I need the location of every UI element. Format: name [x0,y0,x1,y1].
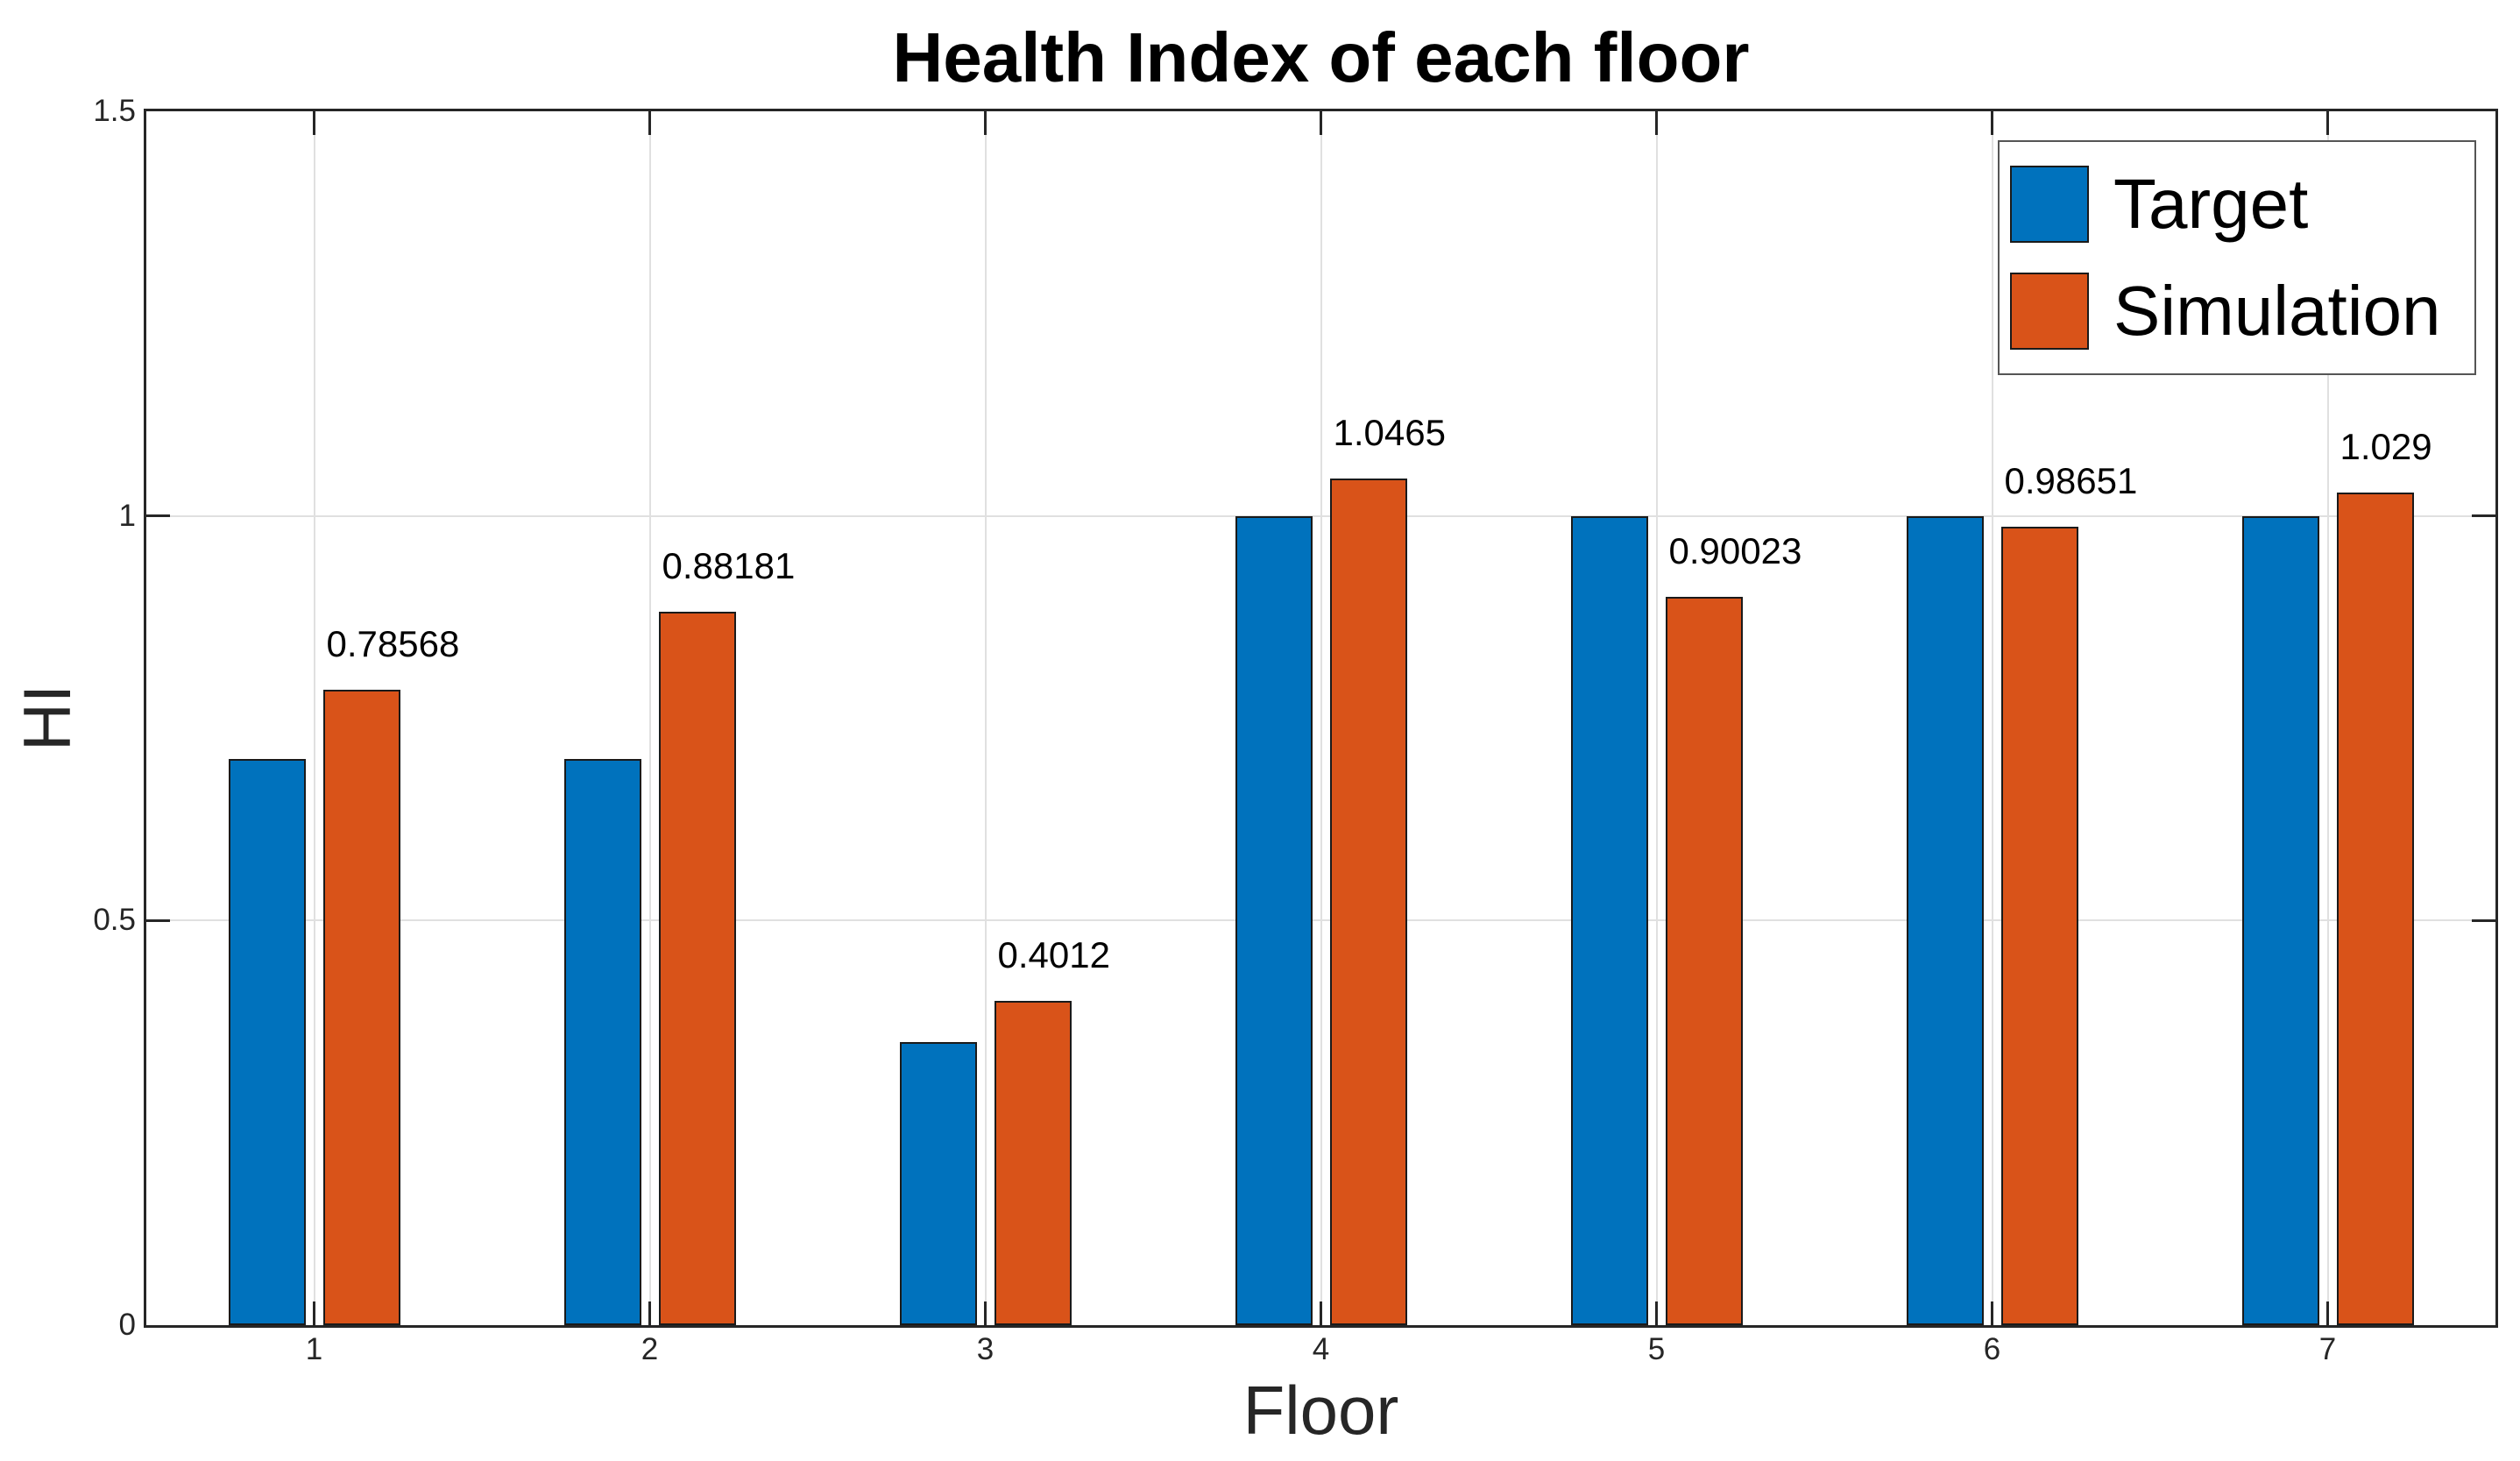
value-label-floor-5: 0.90023 [1668,529,1802,571]
x-tick-1 [313,1301,315,1325]
value-label-floor-2: 0.88181 [662,544,796,586]
y-tick-label-0.5: 0.5 [93,903,136,938]
bar-target-floor-6 [1906,515,1984,1325]
x-tick-top-3 [984,111,987,135]
x-tick-6 [1991,1301,1993,1325]
x-tick-top-4 [1320,111,1322,135]
legend-label-target: Target [2113,165,2309,243]
y-tick-1 [146,514,170,518]
x-axis-label: Floor [1242,1372,1399,1449]
gridline-x-1 [313,111,315,1325]
bar-simulation-floor-1 [322,689,400,1325]
bar-simulation-floor-4 [1329,478,1407,1325]
x-tick-label-3: 3 [976,1332,995,1366]
x-tick-top-7 [2326,111,2329,135]
legend: Target Simulation [1998,140,2476,375]
x-tick-5 [1655,1301,1658,1325]
x-tick-3 [984,1301,987,1325]
legend-swatch-simulation [2010,273,2089,350]
bar-target-floor-4 [1235,515,1313,1325]
x-tick-label-7: 7 [2318,1332,2337,1366]
x-tick-label-5: 5 [1647,1332,1666,1366]
x-tick-label-4: 4 [1312,1332,1330,1366]
legend-entry-target: Target [2010,164,2464,245]
value-label-floor-1: 0.78568 [326,622,460,664]
bar-simulation-floor-7 [2336,492,2414,1325]
gridline-x-4 [1320,111,1322,1325]
bar-simulation-floor-5 [1665,596,1743,1325]
y-tick-right-0.5 [2472,918,2495,922]
bar-target-floor-5 [1570,515,1648,1325]
chart-title: Health Index of each floor [892,18,1750,96]
bar-simulation-floor-2 [658,611,736,1325]
x-tick-7 [2326,1301,2329,1325]
x-tick-4 [1320,1301,1322,1325]
bar-simulation-floor-3 [994,1000,1072,1325]
value-label-floor-7: 1.029 [2339,425,2432,467]
x-tick-2 [648,1301,651,1325]
y-tick-0.5 [146,918,170,922]
gridline-x-5 [1655,111,1658,1325]
bar-target-floor-2 [563,758,641,1325]
gridline-x-2 [648,111,651,1325]
x-tick-top-6 [1991,111,1993,135]
gridline-x-6 [1991,111,1993,1325]
x-tick-top-5 [1655,111,1658,135]
bar-target-floor-3 [899,1041,977,1325]
y-tick-right-1 [2472,514,2495,518]
legend-label-simulation: Simulation [2113,272,2441,350]
x-tick-top-1 [313,111,315,135]
x-tick-label-1: 1 [305,1332,323,1366]
legend-swatch-target [2010,166,2089,243]
y-tick-label-1: 1 [118,498,136,533]
bar-simulation-floor-6 [2000,527,2078,1325]
gridline-x-7 [2326,111,2329,1325]
x-tick-top-2 [648,111,651,135]
bar-target-floor-1 [228,758,306,1325]
y-axis-label: HI [11,684,85,751]
value-label-floor-6: 0.98651 [2004,460,2138,502]
y-tick-label-0: 0 [118,1308,136,1342]
x-tick-label-2: 2 [641,1332,659,1366]
legend-entry-simulation: Simulation [2010,271,2464,351]
value-label-floor-3: 0.4012 [997,933,1110,975]
y-tick-label-1.5: 1.5 [93,94,136,128]
value-label-floor-4: 1.0465 [1333,411,1446,453]
gridline-x-3 [984,111,987,1325]
bar-target-floor-7 [2241,515,2319,1325]
x-tick-label-6: 6 [1983,1332,2001,1366]
